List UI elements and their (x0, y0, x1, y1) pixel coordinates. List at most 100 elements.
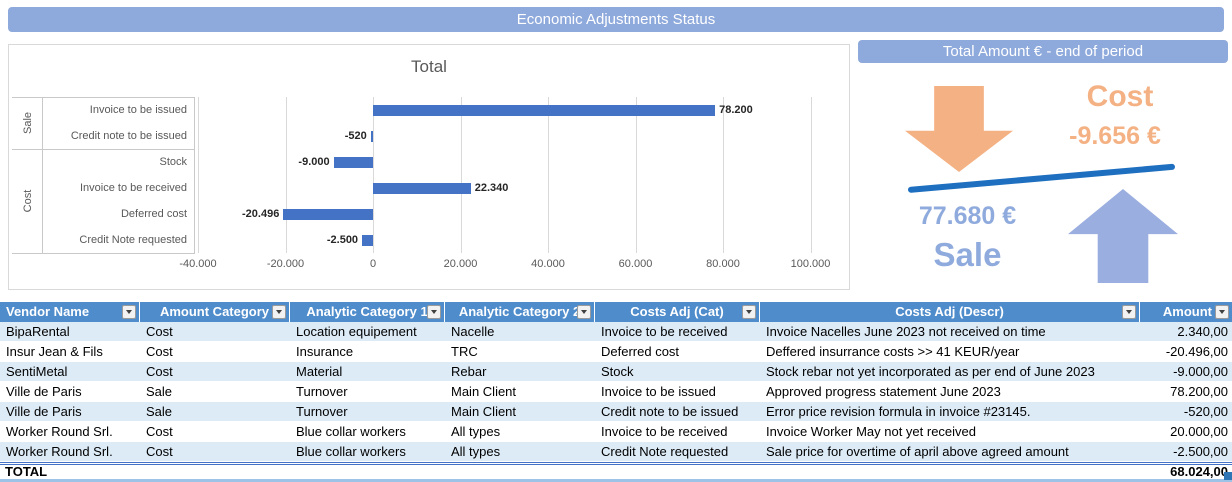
table-cell[interactable]: Main Client (451, 384, 517, 399)
data-bar (333, 156, 373, 168)
table-total-row: TOTAL 68.024,00 (0, 462, 1232, 482)
table-cell[interactable]: Cost (146, 424, 173, 439)
table-cell[interactable]: -9.000,00 (1173, 364, 1228, 379)
category-axis-top-line (12, 97, 194, 98)
table-body: BipaRental Cost Location equipement Nacelle… (0, 322, 1232, 462)
category-label: Credit note to be issued (70, 130, 187, 142)
filter-dropdown-button[interactable] (1215, 305, 1229, 319)
table-cell[interactable]: Stock rebar not yet incorporated as per … (766, 364, 1095, 379)
table-cell[interactable]: Deferred cost (601, 344, 680, 359)
category-label: Credit Note requested (79, 234, 187, 246)
filter-dropdown-button[interactable] (427, 305, 441, 319)
table-cell[interactable]: Ville de Paris (6, 384, 82, 399)
table-cell[interactable]: -520,00 (1183, 404, 1228, 419)
x-axis-tick-label: 20.000 (443, 258, 478, 270)
table-cell[interactable]: Main Client (451, 404, 517, 419)
category-label: Stock (159, 156, 187, 168)
balance-line (907, 163, 1176, 193)
table-cell[interactable]: Sale (146, 384, 173, 399)
table-cell[interactable]: Invoice Nacelles June 2023 not received … (766, 324, 1046, 339)
filter-arrow-icon (746, 310, 752, 314)
data-bar (362, 234, 373, 246)
table-cell[interactable]: BipaRental (6, 324, 70, 339)
cost-down-arrow-icon (905, 86, 1013, 172)
table-cell[interactable]: Invoice Worker May not yet received (766, 424, 977, 439)
total-label: TOTAL (5, 464, 48, 479)
category-label: Invoice to be received (79, 182, 187, 194)
table-cell[interactable]: Error price revision formula in invoice … (766, 404, 1031, 419)
data-label: 78.200 (719, 104, 753, 116)
table-cell[interactable]: Credit note to be issued (601, 404, 739, 419)
data-bar (283, 208, 373, 220)
filter-dropdown-button[interactable] (1122, 305, 1136, 319)
table-cell[interactable]: TRC (451, 344, 478, 359)
x-axis-tick-label: 60.000 (618, 258, 653, 270)
gridline (460, 97, 462, 253)
table-cell[interactable]: Worker Round Srl. (6, 424, 113, 439)
table-cell[interactable]: Credit Note requested (601, 444, 729, 459)
filter-arrow-icon (1126, 310, 1132, 314)
table-cell[interactable]: 78.200,00 (1170, 384, 1228, 399)
column-header: Amount (1140, 302, 1232, 322)
table-cell[interactable]: Invoice to be received (601, 324, 728, 339)
filter-dropdown-button[interactable] (577, 305, 591, 319)
column-header: Vendor Name (0, 302, 140, 322)
table-row: SentiMetal Cost Material Rebar Stock Stock re… (0, 362, 1232, 382)
table-cell[interactable]: All types (451, 444, 501, 459)
table-cell[interactable]: 2.340,00 (1177, 324, 1228, 339)
table-cell[interactable]: Rebar (451, 364, 487, 379)
table-cell[interactable]: Turnover (296, 404, 348, 419)
table-row: Ville de Paris Sale Turnover Main Client Cre… (0, 402, 1232, 422)
table-cell[interactable]: Nacelle (451, 324, 495, 339)
gridline (635, 97, 637, 253)
table-cell[interactable]: Insur Jean & Fils (6, 344, 103, 359)
total-bar-chart: Total -40.000 -20.000 0 20.000 40.000 60.000 8… (8, 44, 850, 290)
table-row: Worker Round Srl. Cost Blue collar workers… (0, 422, 1232, 442)
category-label: Invoice to be issued (89, 104, 187, 116)
table-row: Worker Round Srl. Cost Blue collar workers… (0, 442, 1232, 462)
category-label: Deferred cost (120, 208, 187, 220)
table-cell[interactable]: All types (451, 424, 501, 439)
table-cell[interactable]: Insurance (296, 344, 354, 359)
table-resize-handle[interactable] (1224, 472, 1232, 480)
data-label: -520 (344, 130, 367, 142)
table-cell[interactable]: Material (296, 364, 343, 379)
data-bar (373, 104, 716, 116)
total-value: 68.024,00 (1170, 464, 1228, 479)
table-cell[interactable]: Blue collar workers (296, 444, 406, 459)
filter-dropdown-button[interactable] (272, 305, 286, 319)
table-cell[interactable]: Cost (146, 364, 173, 379)
table-cell[interactable]: Ville de Paris (6, 404, 82, 419)
table-cell[interactable]: Invoice to be received (601, 424, 728, 439)
filter-dropdown-button[interactable] (122, 305, 136, 319)
table-cell[interactable]: Turnover (296, 384, 348, 399)
table-cell[interactable]: Worker Round Srl. (6, 444, 113, 459)
data-bar (370, 130, 373, 142)
table-cell[interactable]: Cost (146, 444, 173, 459)
table-cell[interactable]: SentiMetal (6, 364, 68, 379)
table-cell[interactable]: Approved progress statement June 2023 (766, 384, 1001, 399)
table-cell[interactable]: -20.496,00 (1165, 344, 1228, 359)
table-cell[interactable]: Cost (146, 324, 173, 339)
table-cell[interactable]: Sale (146, 404, 173, 419)
table-cell[interactable]: Deffered insurrance costs >> 41 KEUR/yea… (766, 344, 1020, 359)
gridline (810, 97, 812, 253)
filter-dropdown-button[interactable] (742, 305, 756, 319)
table-header-row: Vendor Name Amount Category Analytic Categ… (0, 302, 1232, 322)
table-cell[interactable]: -2.500,00 (1173, 444, 1228, 459)
table-cell[interactable]: Invoice to be issued (601, 384, 716, 399)
table-cell[interactable]: 20.000,00 (1170, 424, 1228, 439)
table-cell[interactable]: Cost (146, 344, 173, 359)
sale-total-value: 77.680 € (918, 202, 1017, 230)
table-cell[interactable]: Stock (601, 364, 634, 379)
column-header-label: Amount (1162, 304, 1212, 319)
table-cell[interactable]: Sale price for overtime of april above a… (766, 444, 1069, 459)
column-header-label: Costs Adj (Descr) (895, 304, 1004, 319)
table-cell[interactable]: Blue collar workers (296, 424, 406, 439)
column-header-label: Analytic Category 2 (458, 304, 581, 319)
cost-label: Cost (1086, 80, 1154, 113)
table-row: Ville de Paris Sale Turnover Main Client Inv… (0, 382, 1232, 402)
table-row: Insur Jean & Fils Cost Insurance TRC Deferre… (0, 342, 1232, 362)
table-cell[interactable]: Location equipement (296, 324, 417, 339)
column-header: Costs Adj (Cat) (595, 302, 760, 322)
